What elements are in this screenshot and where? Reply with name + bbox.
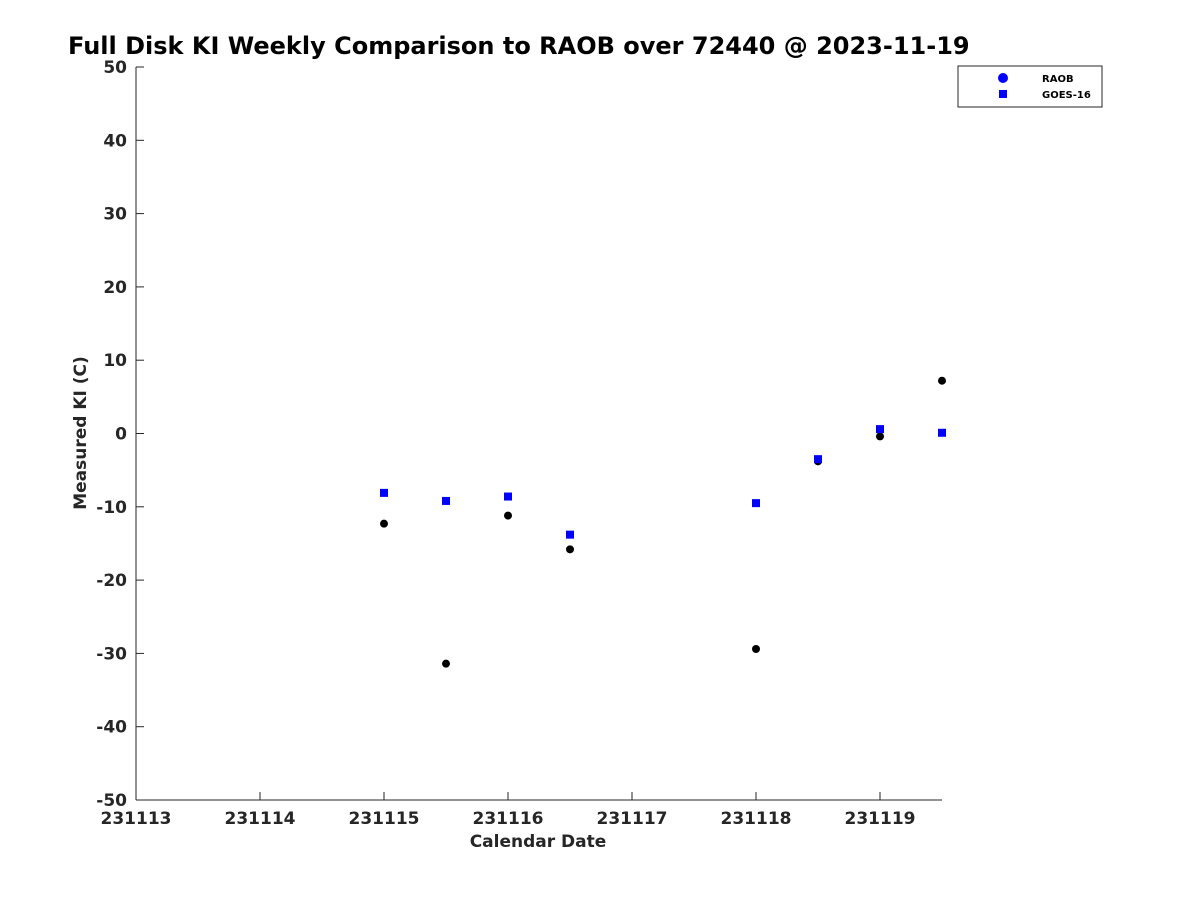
x-tick-label: 231114: [225, 809, 296, 829]
raob-point: [938, 376, 946, 385]
raob-point: [752, 645, 760, 654]
raob-point: [380, 519, 388, 528]
raob-point: [442, 659, 450, 668]
x-axis-label: Calendar Date: [470, 832, 607, 852]
goes16-point: [380, 488, 388, 497]
x-tick-label: 231115: [349, 809, 420, 829]
y-tick-label: 0: [115, 425, 127, 445]
legend-items: RAOB GOES-16: [998, 73, 1091, 101]
axes: [135, 67, 942, 801]
y-axis-label: Measured KI (C): [71, 356, 91, 510]
y-tick-label: -30: [96, 644, 127, 664]
goes16-point: [566, 530, 574, 539]
chart-title: Full Disk KI Weekly Comparison to RAOB o…: [68, 32, 970, 60]
x-tick-label: 231113: [101, 809, 172, 829]
data-points: [380, 376, 946, 668]
x-ticks: 231113 231114 231115 231116 231117 231118 2311…: [101, 792, 916, 829]
y-tick-label: -40: [96, 718, 127, 738]
legend-box: [957, 65, 1103, 108]
y-tick-label: -50: [96, 791, 127, 811]
y-tick-label: 30: [103, 205, 127, 225]
y-tick-label: -20: [96, 571, 127, 591]
legend: RAOB GOES-16: [957, 65, 1103, 108]
legend-goes16-marker: [999, 90, 1007, 98]
legend-raob-marker: [998, 73, 1008, 83]
y-tick-label: 50: [103, 58, 127, 78]
y-tick-label: 10: [103, 351, 127, 371]
legend-raob-label: RAOB: [1042, 74, 1074, 85]
legend-goes16-label: GOES-16: [1042, 90, 1091, 101]
goes16-point: [752, 499, 760, 508]
x-tick-label: 231119: [845, 809, 916, 829]
goes16-point: [814, 455, 822, 464]
goes16-point: [442, 496, 450, 505]
y-tick-label: 20: [103, 278, 127, 298]
goes16-point: [504, 492, 512, 501]
x-tick-label: 231116: [473, 809, 544, 829]
raob-point: [504, 511, 512, 520]
raob-point: [876, 432, 884, 441]
x-tick-label: 231118: [721, 809, 792, 829]
goes16-point: [938, 428, 946, 437]
raob-point: [566, 545, 574, 554]
x-tick-label: 231117: [597, 809, 668, 829]
y-tick-label: -10: [96, 498, 127, 518]
goes16-point: [876, 425, 884, 434]
y-tick-label: 40: [103, 131, 127, 151]
y-ticks: 50 40 30 20 10 0 -10 -20 -30 -40 -50: [96, 58, 144, 811]
